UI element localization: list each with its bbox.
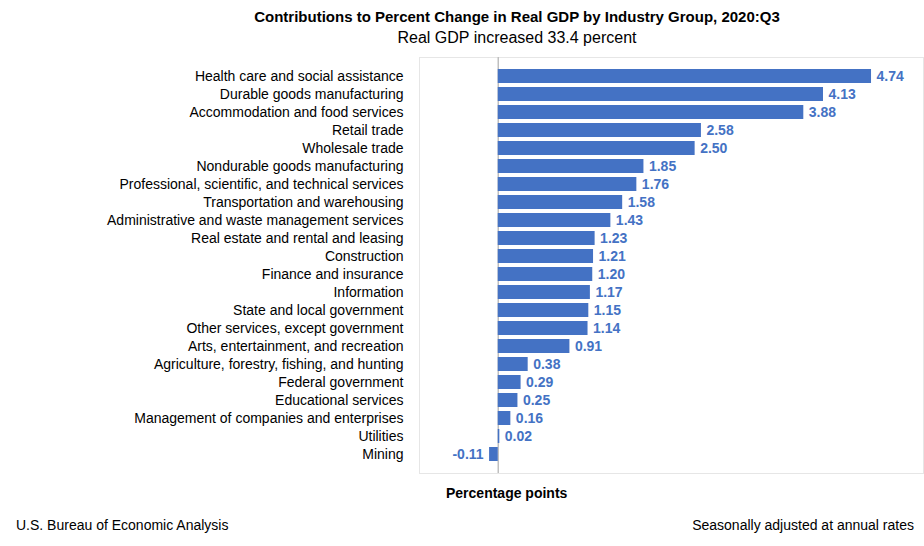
svg-text:4.13: 4.13 <box>828 86 855 102</box>
svg-text:4.74: 4.74 <box>877 68 904 84</box>
svg-text:1.58: 1.58 <box>628 194 655 210</box>
svg-text:1.15: 1.15 <box>594 302 621 318</box>
svg-text:Administrative and waste manag: Administrative and waste management serv… <box>107 212 403 228</box>
svg-text:0.16: 0.16 <box>516 410 543 426</box>
svg-text:Mining: Mining <box>362 446 403 462</box>
svg-text:1.20: 1.20 <box>598 266 625 282</box>
svg-text:Management of companies and en: Management of companies and enterprises <box>134 410 403 426</box>
html-text:Contributions to Percent Chang: Contributions to Percent Change in Real … <box>254 8 780 25</box>
svg-text:1.21: 1.21 <box>599 248 626 264</box>
svg-text:Information: Information <box>333 284 403 300</box>
svg-text:1.23: 1.23 <box>600 230 627 246</box>
svg-text:-0.11: -0.11 <box>452 446 483 462</box>
svg-text:Utilities: Utilities <box>358 428 403 444</box>
svg-text:Health care and social assista: Health care and social assistance <box>195 68 404 84</box>
svg-text:Nondurable goods manufacturing: Nondurable goods manufacturing <box>196 158 403 174</box>
svg-text:0.38: 0.38 <box>533 356 560 372</box>
html-text:Seasonally adjusted at annual: Seasonally adjusted at annual rates <box>692 517 914 533</box>
svg-text:Educational services: Educational services <box>275 392 403 408</box>
html-text:Real GDP increased 33.4 percen: Real GDP increased 33.4 percent <box>397 29 637 46</box>
svg-text:Other services, except governm: Other services, except government <box>186 320 403 336</box>
svg-text:Professional, scientific, and: Professional, scientific, and technical … <box>119 176 403 192</box>
svg-text:Durable goods manufacturing: Durable goods manufacturing <box>220 86 404 102</box>
svg-text:1.43: 1.43 <box>616 212 643 228</box>
svg-text:0.91: 0.91 <box>575 338 602 354</box>
svg-text:0.29: 0.29 <box>526 374 553 390</box>
svg-text:0.02: 0.02 <box>505 428 532 444</box>
svg-text:Agriculture, forestry, fishing: Agriculture, forestry, fishing, and hunt… <box>154 356 404 372</box>
html-text:U.S. Bureau of Economic Analys: U.S. Bureau of Economic Analysis <box>16 517 229 533</box>
svg-text:Transportation and warehousing: Transportation and warehousing <box>203 194 403 210</box>
svg-text:Accommodation and food service: Accommodation and food services <box>190 104 404 120</box>
svg-text:1.85: 1.85 <box>649 158 676 174</box>
svg-text:3.88: 3.88 <box>809 104 836 120</box>
svg-text:Wholesale trade: Wholesale trade <box>302 140 403 156</box>
svg-text:Construction: Construction <box>325 248 404 264</box>
svg-text:Federal government: Federal government <box>278 374 403 390</box>
svg-text:1.17: 1.17 <box>595 284 622 300</box>
svg-text:1.14: 1.14 <box>593 320 620 336</box>
html-text:Percentage points: Percentage points <box>446 485 568 501</box>
svg-text:2.58: 2.58 <box>706 122 733 138</box>
svg-text:Real estate and rental and lea: Real estate and rental and leasing <box>191 230 403 246</box>
svg-text:Retail trade: Retail trade <box>332 122 404 138</box>
svg-text:Arts, entertainment, and recre: Arts, entertainment, and recreation <box>188 338 404 354</box>
svg-text:0.25: 0.25 <box>523 392 550 408</box>
svg-text:2.50: 2.50 <box>700 140 727 156</box>
svg-text:Finance and insurance: Finance and insurance <box>262 266 404 282</box>
svg-text:State and local government: State and local government <box>233 302 404 318</box>
svg-text:1.76: 1.76 <box>642 176 669 192</box>
